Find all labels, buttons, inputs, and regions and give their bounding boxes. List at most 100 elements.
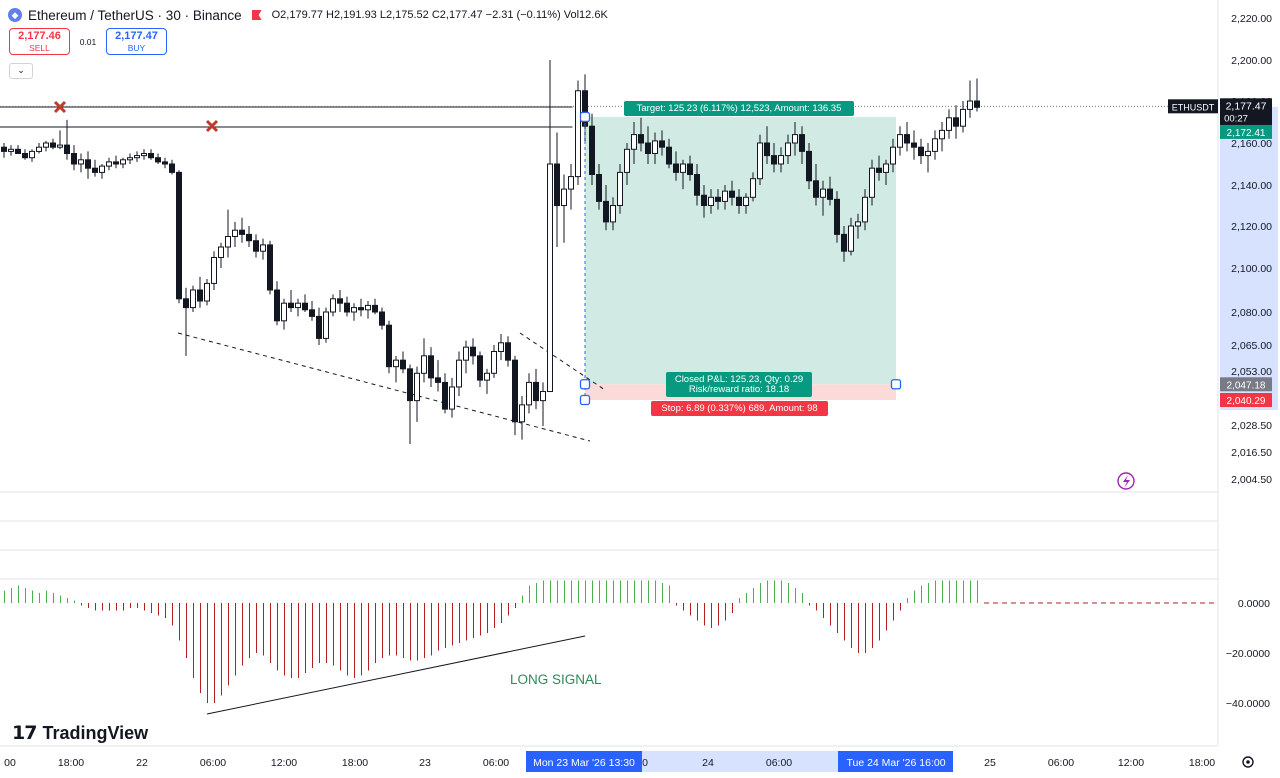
candle <box>15 145 21 155</box>
candle-body <box>239 229 245 235</box>
ohlc-values: O2,179.77 H2,191.93 L2,175.52 C2,177.47 … <box>271 9 608 21</box>
price-tick-label: 2,028.50 <box>1231 420 1272 432</box>
candle <box>708 189 714 214</box>
long-signal-label: LONG SIGNAL <box>510 672 602 687</box>
candle <box>687 155 693 181</box>
tradingview-logo[interactable]: 17 TradingView <box>12 722 148 744</box>
candle <box>344 296 350 317</box>
x-mark-stroke <box>205 119 219 133</box>
candle-body <box>624 148 630 173</box>
candle-body <box>610 205 616 223</box>
candle-body <box>288 302 294 309</box>
symbol-badge-text: ETHUSDT <box>1172 102 1215 112</box>
candle <box>22 149 28 160</box>
candle <box>421 338 427 383</box>
price-tick-label: 2,160.00 <box>1231 138 1272 150</box>
candle-body <box>778 155 784 165</box>
candle-body <box>722 190 728 202</box>
price-tick-label: 2,053.00 <box>1231 366 1272 378</box>
time-tick-label: 00 <box>4 757 16 769</box>
candle <box>974 78 980 112</box>
symbol-title[interactable]: Ethereum / TetherUS · 30 · Binance <box>28 7 242 23</box>
candle <box>386 320 392 374</box>
candle-body <box>232 229 238 237</box>
candle-body <box>400 359 406 370</box>
candle-body <box>267 244 273 291</box>
candle <box>113 155 119 169</box>
position-handle[interactable] <box>579 394 591 406</box>
position-handle[interactable] <box>890 379 902 390</box>
price-tick-label: 2,016.50 <box>1231 447 1272 459</box>
price-tick-label: 2,004.50 <box>1231 474 1272 486</box>
candle-body <box>134 155 140 159</box>
candle <box>736 189 742 214</box>
candle-body <box>29 150 35 159</box>
sell-button[interactable]: 2,177.46 SELL <box>9 28 70 55</box>
time-tick-label: 18:00 <box>58 757 84 769</box>
candle <box>827 176 833 206</box>
candle <box>505 336 511 367</box>
candle <box>785 134 791 164</box>
indicator-tick-label: −40.0000 <box>1226 698 1270 710</box>
candle <box>36 143 42 154</box>
tv-logo-mark: 17 <box>12 722 37 744</box>
candle <box>967 80 973 118</box>
candle-body <box>50 142 56 148</box>
time-range-highlight <box>642 751 838 772</box>
candle-body <box>953 117 959 127</box>
dashed-trendline <box>519 332 606 391</box>
candle-body <box>113 161 119 165</box>
sell-label: SELL <box>29 43 50 53</box>
candle-body <box>330 298 336 313</box>
candle <box>134 151 140 162</box>
candle <box>575 80 581 185</box>
ethereum-icon: ◆ <box>8 8 22 22</box>
stop-label: Stop: 6.89 (0.337%) 689, Amount: 98 <box>651 401 828 416</box>
price-tick-label: 2,200.00 <box>1231 55 1272 67</box>
candle <box>302 294 308 312</box>
position-handle[interactable] <box>579 379 591 390</box>
candle-body <box>533 381 539 402</box>
candle <box>358 298 364 317</box>
time-tick-label: 06:00 <box>200 757 226 769</box>
candle-body <box>575 90 581 178</box>
candle <box>400 351 406 374</box>
candle-body <box>309 309 315 317</box>
collapse-legend-button[interactable]: ⌄ <box>9 63 33 79</box>
gear-icon[interactable] <box>1242 756 1254 768</box>
flag-icon[interactable] <box>251 10 262 20</box>
candle-body <box>225 236 231 248</box>
symbol-badge: ETHUSDT <box>1168 99 1218 114</box>
buy-button[interactable]: 2,177.47 BUY <box>106 28 167 55</box>
candle-body <box>8 148 14 152</box>
candles-group <box>1 60 980 445</box>
candle <box>778 147 784 173</box>
candle-body <box>197 289 203 302</box>
candle <box>274 281 280 326</box>
candle-body <box>967 100 973 110</box>
time-highlight-bg <box>526 751 642 772</box>
candle-body <box>883 163 889 173</box>
candle <box>169 159 175 175</box>
candle <box>477 351 483 387</box>
candle <box>806 143 812 190</box>
position-handle[interactable] <box>579 111 591 123</box>
candle <box>372 298 378 315</box>
time-tick-label: 25 <box>984 757 996 769</box>
time-highlight-label: Tue 24 Mar '26 16:00 <box>846 757 945 769</box>
candle-body <box>631 134 637 150</box>
candle-body <box>428 355 434 379</box>
candle-body <box>379 311 385 326</box>
candle <box>589 113 595 185</box>
lightning-icon[interactable] <box>1117 472 1135 490</box>
candle-body <box>750 178 756 198</box>
candle-body <box>673 163 679 173</box>
candle-body <box>890 146 896 165</box>
candle <box>393 355 399 383</box>
candle-body <box>64 144 70 155</box>
candle-body <box>106 161 112 167</box>
candle <box>659 130 665 156</box>
candle-body <box>344 302 350 313</box>
indicator-tick-label: −20.0000 <box>1226 648 1270 660</box>
